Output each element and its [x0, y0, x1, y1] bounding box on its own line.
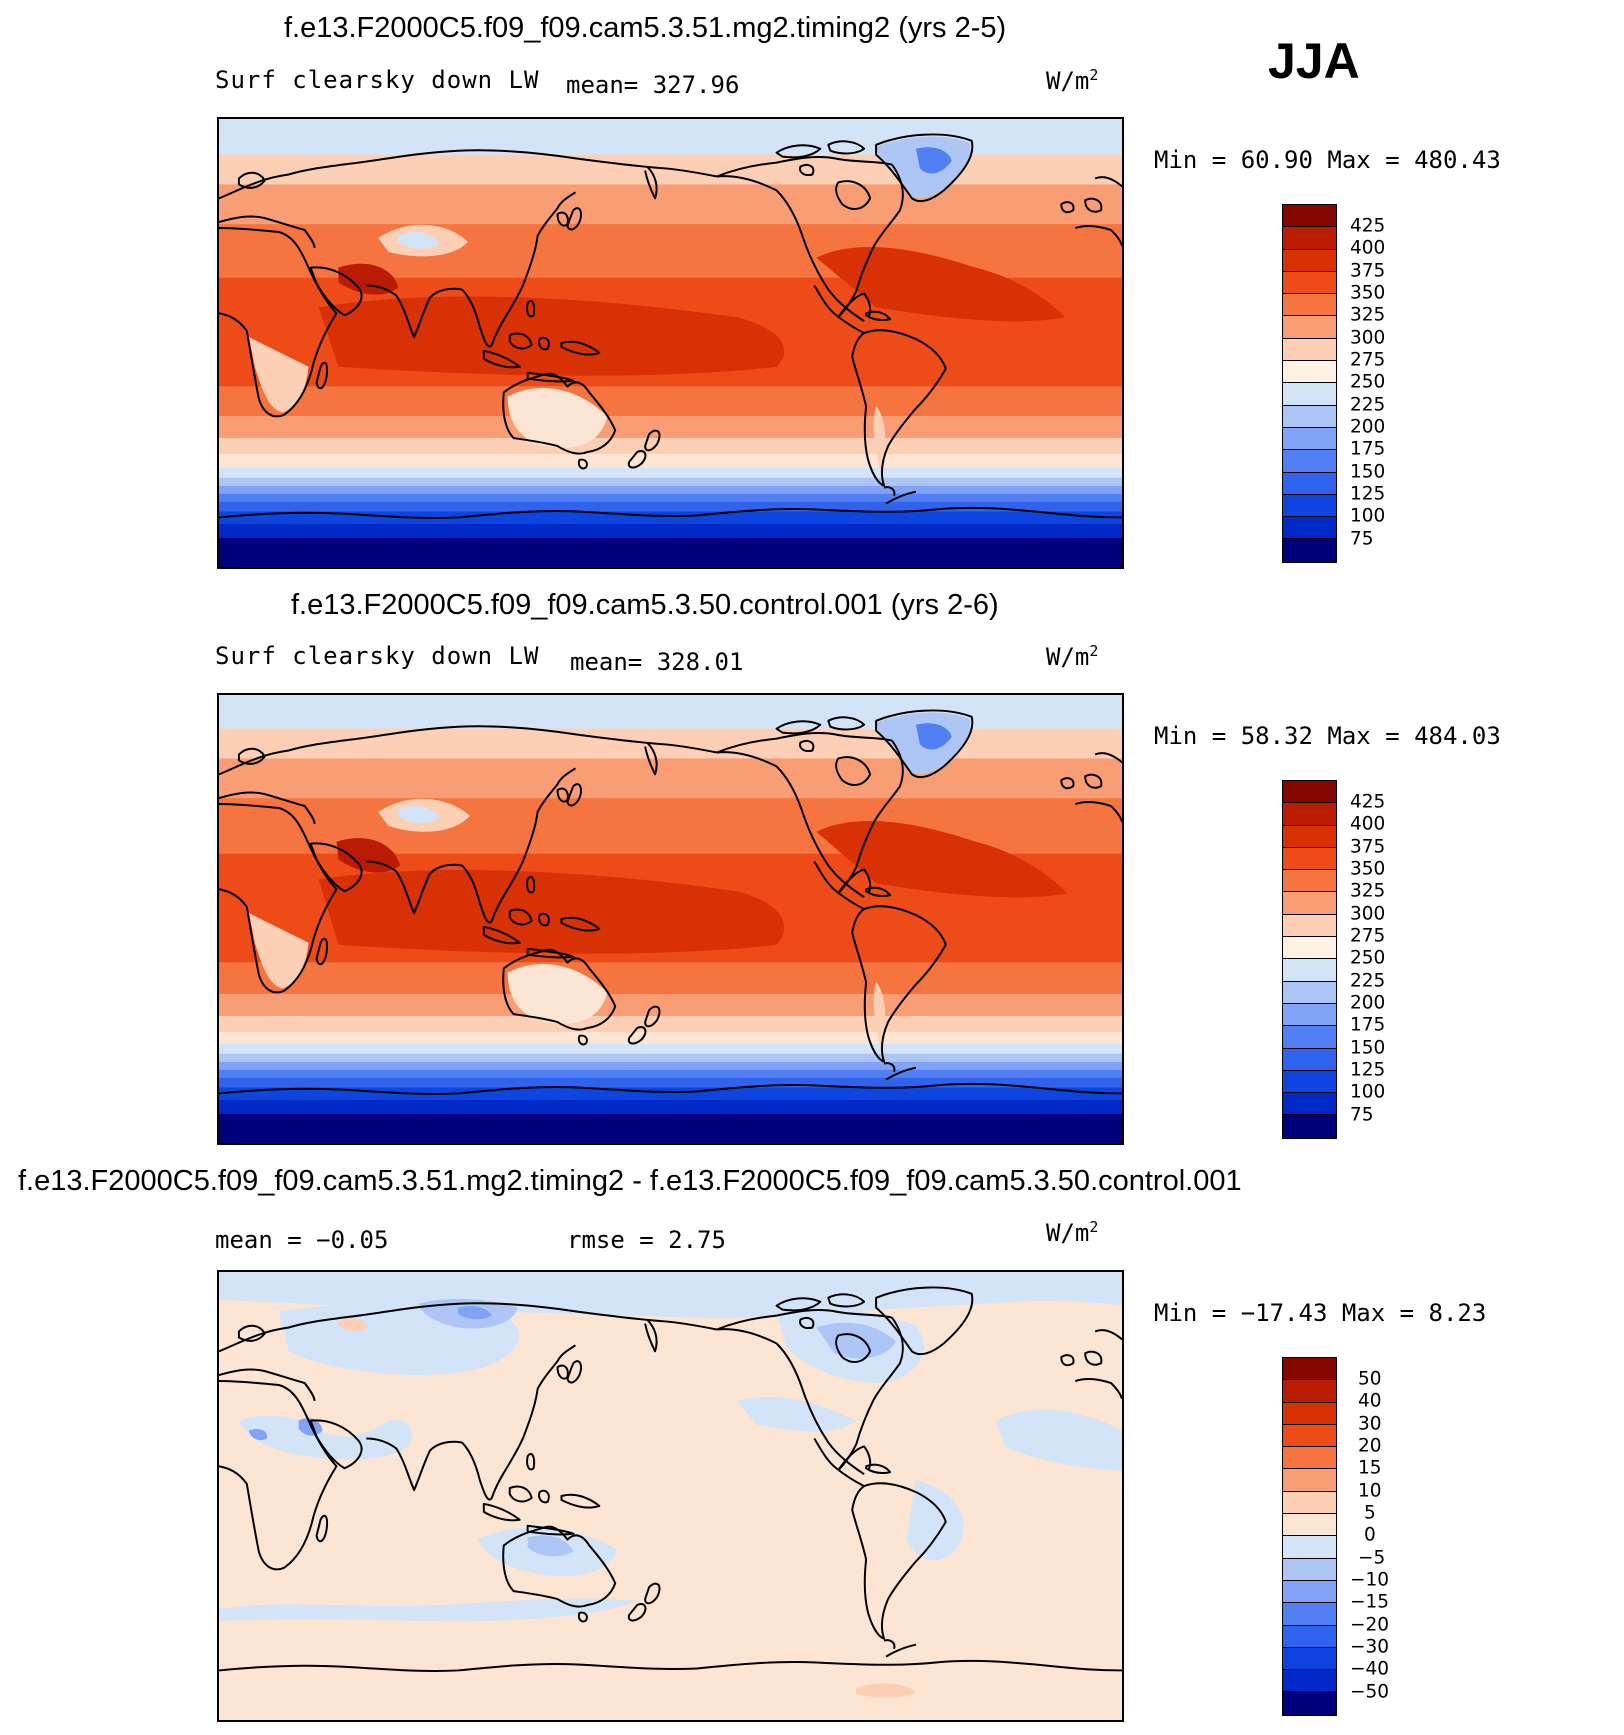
panel3-title: f.e13.F2000C5.f09_f09.cam5.3.51.mg2.timi…: [18, 1165, 1242, 1197]
colorbar-label: 0: [1364, 1524, 1376, 1546]
panel3-colorbar: [1282, 1357, 1337, 1716]
colorbar-label: 100: [1350, 505, 1386, 527]
colorbar-label: 350: [1350, 282, 1386, 304]
colorbar-label: 375: [1350, 836, 1386, 858]
colorbar-label: 150: [1350, 1037, 1386, 1059]
colorbar-label: −10: [1350, 1569, 1390, 1591]
colorbar-label: 275: [1350, 925, 1386, 947]
colorbar-label: 425: [1350, 215, 1386, 237]
colorbar-label: 100: [1350, 1081, 1386, 1103]
colorbar-label: 75: [1350, 1104, 1374, 1126]
panel1-title: f.e13.F2000C5.f09_f09.cam5.3.51.mg2.timi…: [284, 12, 1007, 44]
panel2-title: f.e13.F2000C5.f09_f09.cam5.3.50.control.…: [291, 589, 999, 621]
colorbar-label: −30: [1350, 1636, 1390, 1658]
colorbar-label: 125: [1350, 1059, 1386, 1081]
colorbar-label: 250: [1350, 947, 1386, 969]
colorbar-label: 225: [1350, 394, 1386, 416]
panel3-minmax: Min = −17.43 Max = 8.23: [1154, 1299, 1487, 1327]
panel2-colorbar: [1282, 780, 1337, 1139]
panel1-units: W/m2: [1046, 66, 1099, 95]
panel2-variable: Surf clearsky down LW: [215, 642, 540, 670]
colorbar-label: 10: [1358, 1480, 1382, 1502]
panel3-mean: mean = −0.05: [215, 1226, 389, 1254]
season-label: JJA: [1268, 33, 1360, 89]
colorbar-label: 425: [1350, 791, 1386, 813]
colorbar-label: 200: [1350, 992, 1386, 1014]
colorbar-label: 40: [1358, 1390, 1382, 1412]
colorbar-label: 15: [1358, 1457, 1382, 1479]
colorbar-label: 175: [1350, 438, 1386, 460]
colorbar-label: −15: [1350, 1591, 1390, 1613]
colorbar-label: 125: [1350, 483, 1386, 505]
colorbar-label: 275: [1350, 349, 1386, 371]
colorbar-label: 300: [1350, 327, 1386, 349]
panel3-rmse: rmse = 2.75: [567, 1226, 726, 1254]
colorbar-label: 400: [1350, 237, 1386, 259]
colorbar-label: 250: [1350, 371, 1386, 393]
colorbar-label: 20: [1358, 1435, 1382, 1457]
panel2-minmax: Min = 58.32 Max = 484.03: [1154, 722, 1501, 750]
colorbar-label: 5: [1364, 1502, 1376, 1524]
panel1-map: [217, 117, 1124, 569]
colorbar-label: −40: [1350, 1658, 1390, 1680]
colorbar-label: 200: [1350, 416, 1386, 438]
colorbar-label: 225: [1350, 970, 1386, 992]
colorbar-label: −5: [1358, 1547, 1386, 1569]
panel2-units: W/m2: [1046, 642, 1099, 671]
colorbar-label: −20: [1350, 1614, 1390, 1636]
panel1-minmax: Min = 60.90 Max = 480.43: [1154, 146, 1501, 174]
colorbar-label: 30: [1358, 1413, 1382, 1435]
panel3-units: W/m2: [1046, 1218, 1099, 1247]
colorbar-label: 175: [1350, 1014, 1386, 1036]
panel2-map: [217, 693, 1124, 1145]
colorbar-label: 300: [1350, 903, 1386, 925]
colorbar-label: 350: [1350, 858, 1386, 880]
panel1-mean: mean= 327.96: [566, 71, 740, 99]
colorbar-label: 150: [1350, 461, 1386, 483]
colorbar-label: 325: [1350, 880, 1386, 902]
panel3-map: [217, 1270, 1124, 1722]
colorbar-label: 50: [1358, 1368, 1382, 1390]
panel1-variable: Surf clearsky down LW: [215, 66, 540, 94]
colorbar-label: 400: [1350, 813, 1386, 835]
colorbar-label: 75: [1350, 528, 1374, 550]
colorbar-label: 375: [1350, 260, 1386, 282]
colorbar-label: 325: [1350, 304, 1386, 326]
panel1-colorbar: [1282, 204, 1337, 563]
panel2-mean: mean= 328.01: [570, 648, 744, 676]
colorbar-label: −50: [1350, 1681, 1390, 1703]
